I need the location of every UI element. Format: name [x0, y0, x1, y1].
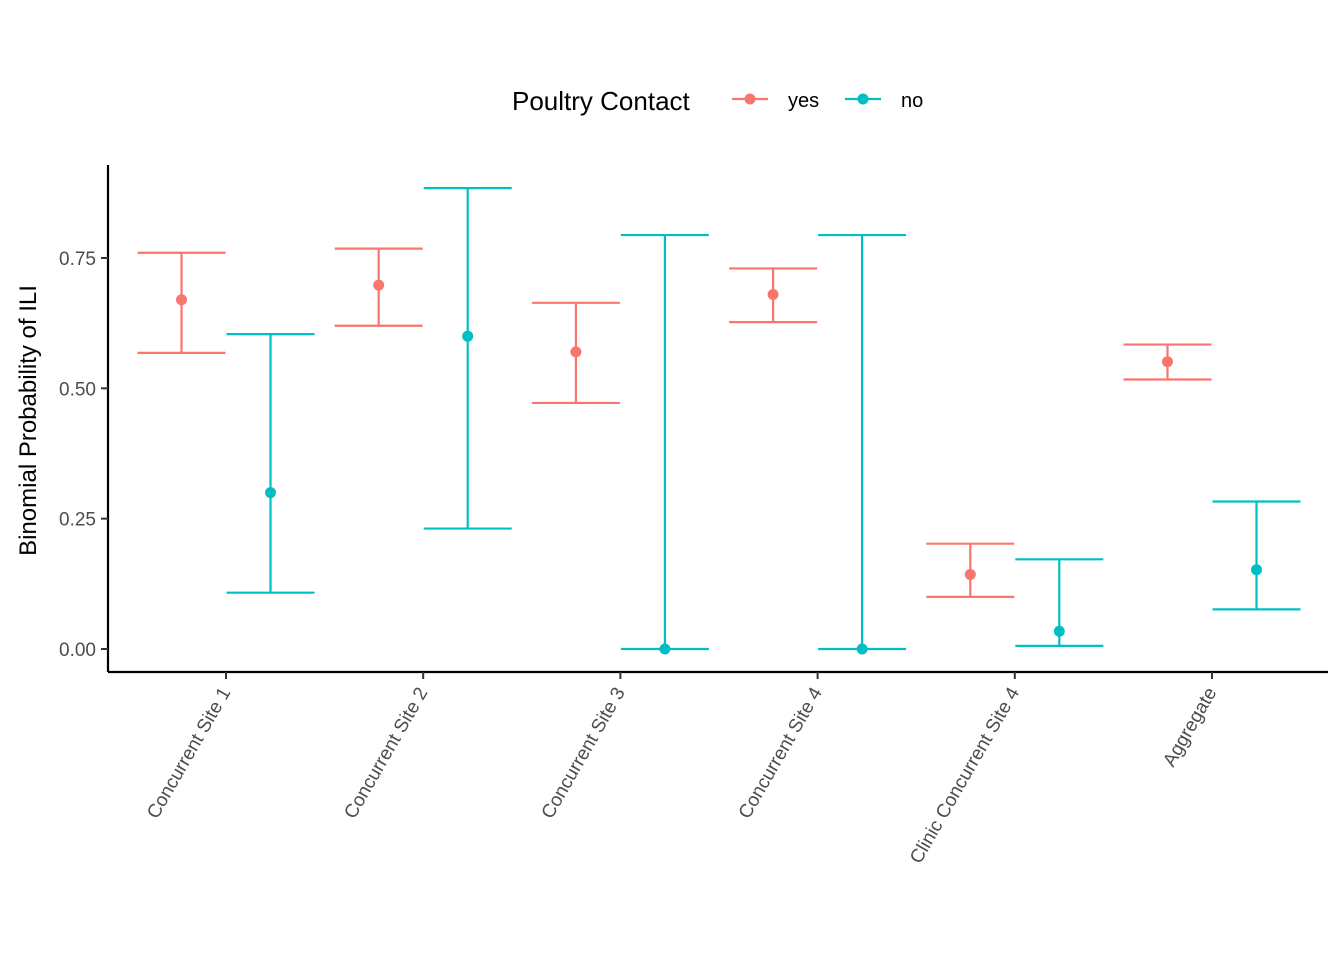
legend-key-point — [744, 93, 756, 105]
legend: Poultry Contact yes no — [512, 86, 923, 116]
point-no-concurrent-site-2 — [462, 330, 474, 342]
point-yes-concurrent-site-2 — [373, 279, 385, 291]
point-yes-clinic-concurrent-site-4 — [964, 568, 976, 580]
errorbar-no-concurrent-site-3 — [620, 233, 709, 655]
errorbar-yes-aggregate — [1123, 343, 1212, 381]
point-no-concurrent-site-1 — [265, 487, 276, 499]
x-tick-label-concurrent-site-2: Concurrent Site 2 — [340, 684, 432, 823]
x-tick-label-concurrent-site-4: Concurrent Site 4 — [735, 684, 827, 823]
point-yes-concurrent-site-1 — [176, 294, 187, 306]
point-no-aggregate — [1251, 564, 1262, 576]
x-tick-label-concurrent-site-1: Concurrent Site 1 — [143, 684, 235, 823]
errorbar-yes-clinic-concurrent-site-4 — [926, 542, 1015, 598]
errorbar-no-concurrent-site-1 — [226, 333, 315, 594]
series-yes — [137, 247, 1212, 598]
y-tick-label: 0.50 — [59, 379, 96, 400]
errorbar-yes-concurrent-site-1 — [137, 251, 226, 354]
y-tick-label: 0.75 — [59, 249, 96, 270]
plot-area — [137, 187, 1301, 655]
errorbar-no-aggregate — [1212, 500, 1301, 611]
legend-key-point — [857, 93, 869, 105]
point-yes-concurrent-site-3 — [570, 346, 582, 358]
point-yes-concurrent-site-4 — [767, 288, 779, 300]
y-tick-label: 0.00 — [59, 640, 96, 661]
errorbar-no-concurrent-site-4 — [818, 233, 907, 655]
point-yes-aggregate — [1162, 356, 1173, 368]
errorbar-yes-concurrent-site-4 — [729, 267, 818, 324]
series-no — [226, 187, 1301, 655]
x-axis: Concurrent Site 1 Concurrent Site 2 Concur… — [108, 670, 1328, 868]
y-tick-label: 0.25 — [59, 510, 96, 531]
point-no-concurrent-site-4 — [856, 643, 868, 655]
legend-label: no — [901, 90, 923, 112]
errorbar-no-concurrent-site-2 — [423, 187, 512, 530]
x-tick-label-concurrent-site-3: Concurrent Site 3 — [538, 684, 630, 823]
legend-item-yes: yes — [732, 90, 819, 112]
x-tick-label-aggregate: Aggregate — [1159, 684, 1221, 770]
point-no-concurrent-site-3 — [659, 643, 671, 655]
errorbar-yes-concurrent-site-2 — [334, 247, 423, 327]
errorbar-yes-concurrent-site-3 — [531, 301, 620, 405]
legend-label: yes — [788, 90, 819, 112]
errorbar-no-clinic-concurrent-site-4 — [1015, 558, 1104, 647]
x-tick-label-clinic-concurrent-site-4: Clinic Concurrent Site 4 — [906, 684, 1024, 868]
legend-item-no: no — [845, 90, 923, 112]
legend-title: Poultry Contact — [512, 86, 691, 116]
y-axis-title: Binomial Probability of ILI — [15, 285, 42, 556]
point-no-clinic-concurrent-site-4 — [1053, 625, 1065, 637]
y-axis: 0.00 0.25 0.50 0.75 Binomial Probability of … — [15, 165, 110, 672]
